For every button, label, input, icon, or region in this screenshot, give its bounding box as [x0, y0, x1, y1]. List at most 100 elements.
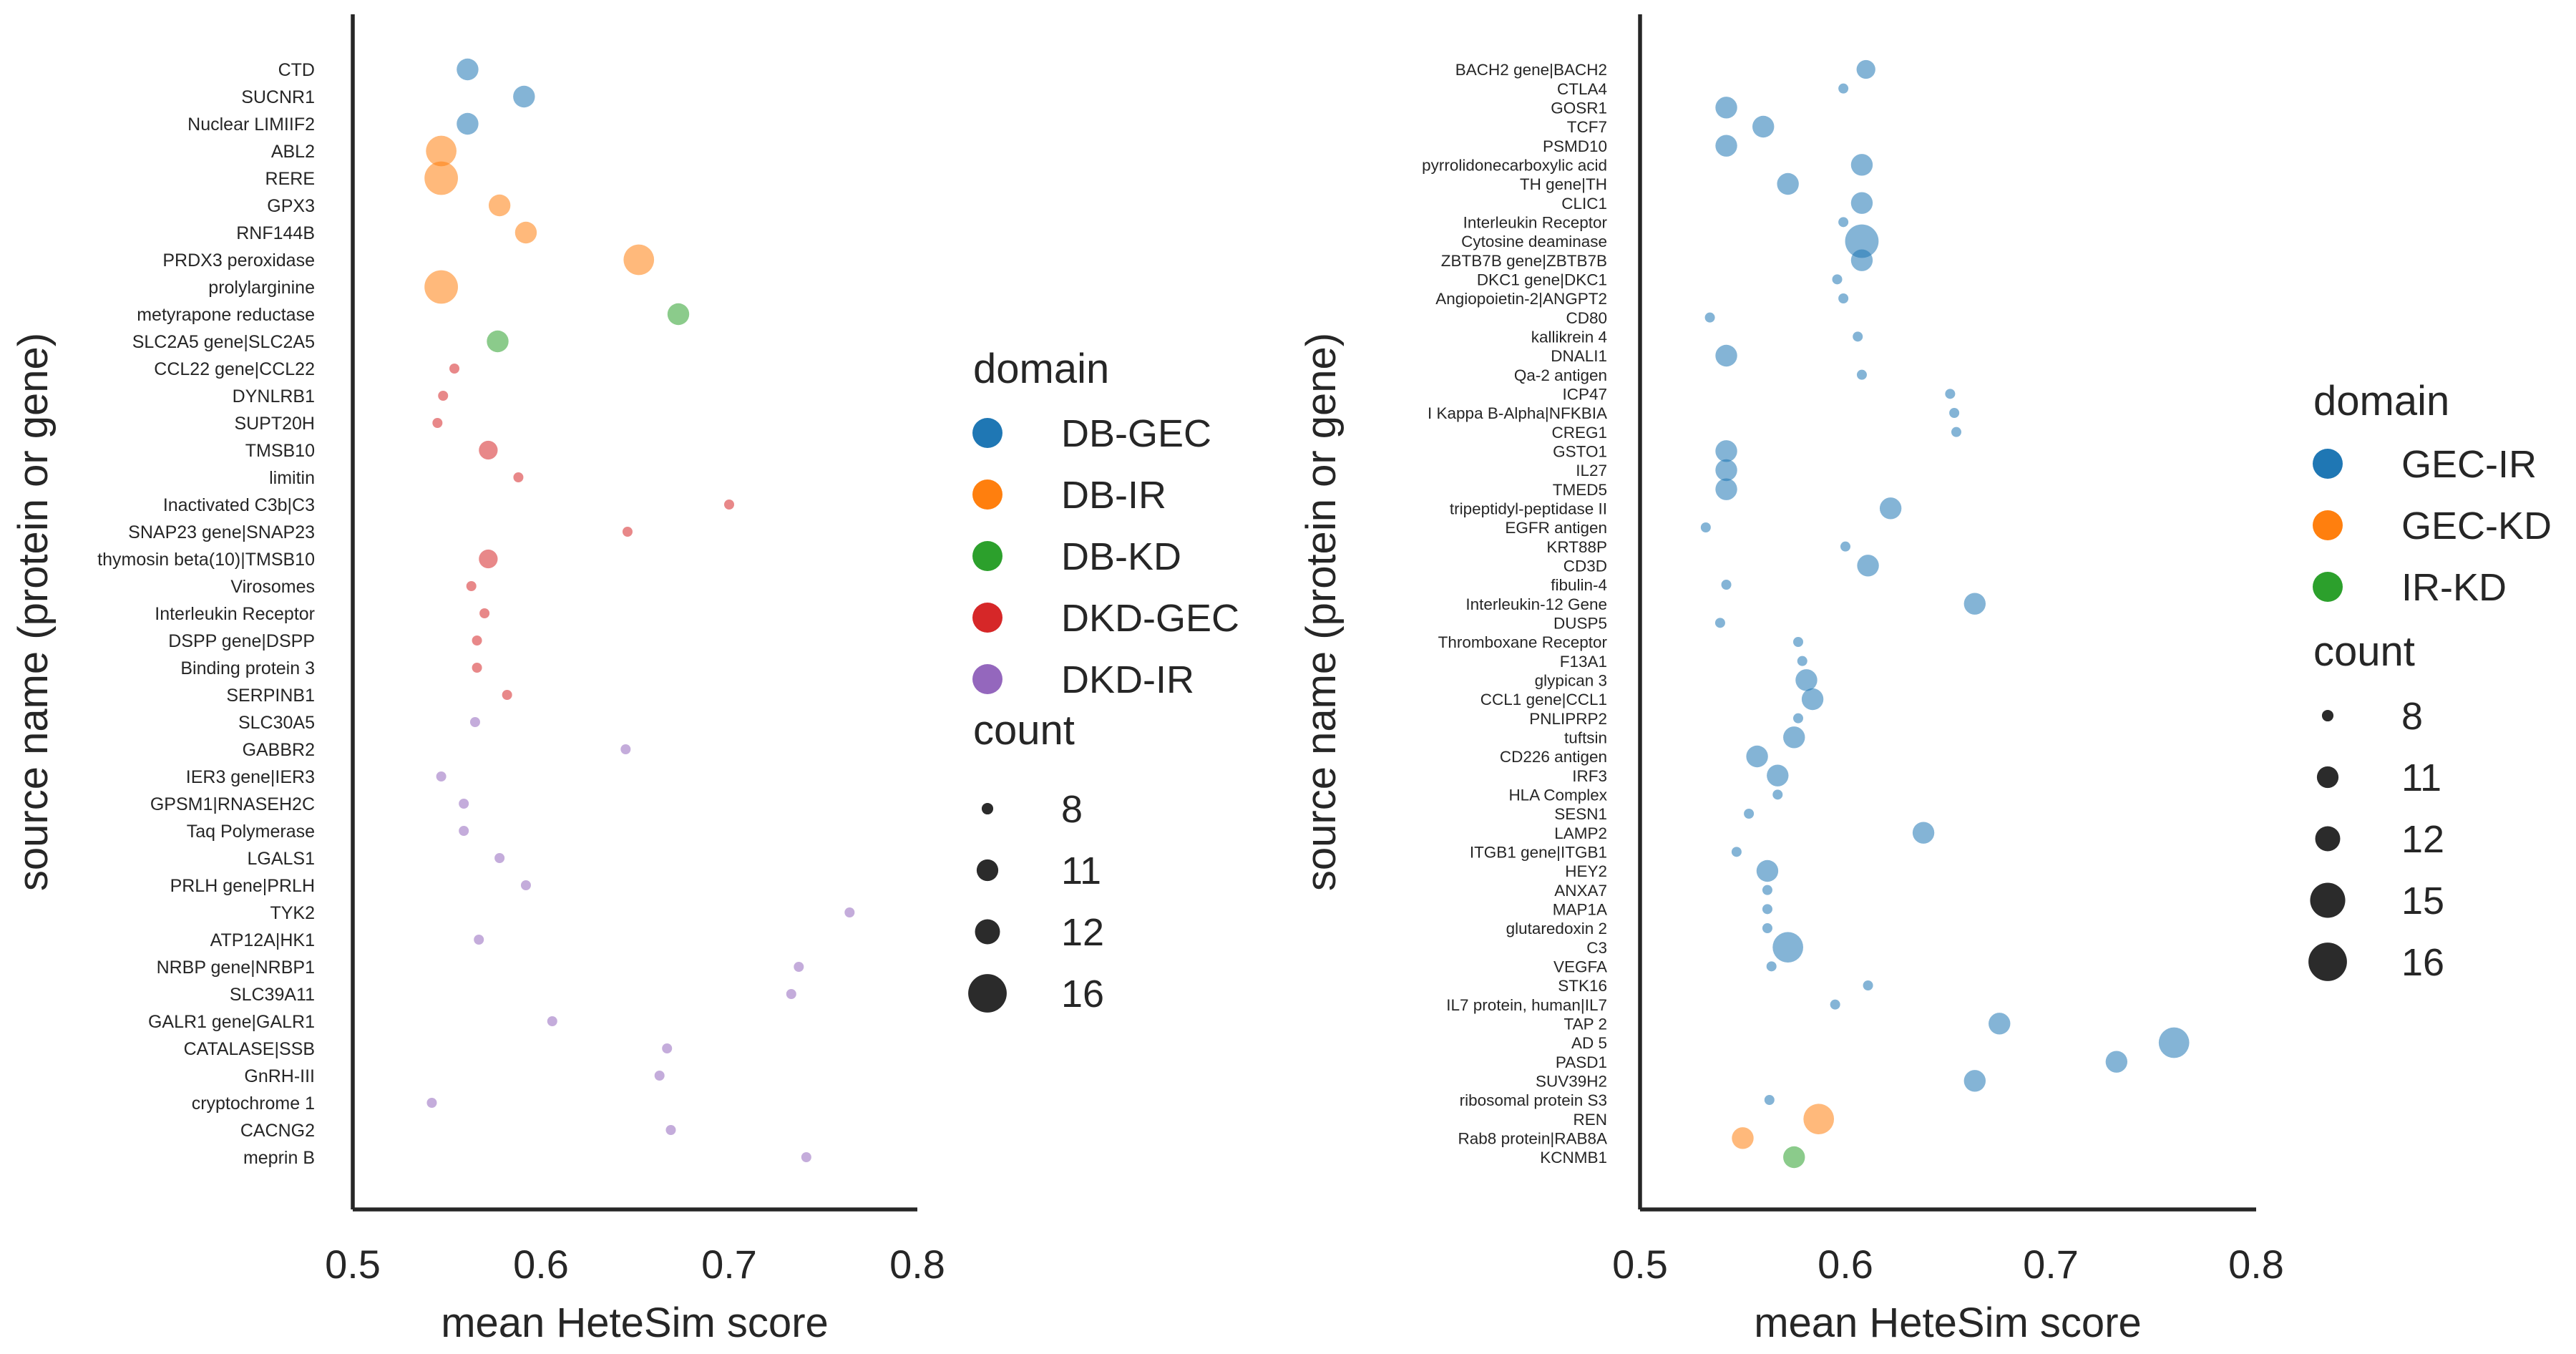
right-point-rab8-protein-rab8a — [1732, 1127, 1754, 1149]
left-legend-size-11 — [976, 859, 999, 882]
right-point-hla-complex — [1772, 789, 1783, 800]
right-y-tick-label: I Kappa B-Alpha|NFKBIA — [1428, 404, 1607, 422]
left-legend-swatch-db-gec — [972, 418, 1002, 448]
right-point-c3 — [1772, 932, 1803, 963]
left-y-tick-label: CCL22 gene|CCL22 — [154, 359, 315, 379]
right-point-icp47 — [1945, 389, 1956, 399]
left-point-cryptochrome-1 — [426, 1098, 437, 1108]
right-point-glutaredoxin-2 — [1762, 923, 1772, 933]
left-point-interleukin-receptor — [479, 608, 490, 618]
right-x-ticks: 0.5 0.6 0.7 0.8 — [1612, 1242, 2284, 1287]
right-y-tick-label: CCL1 gene|CCL1 — [1480, 691, 1607, 708]
right-y-tick-label: IL27 — [1576, 462, 1607, 479]
right-legend-count-label: 16 — [2401, 941, 2444, 984]
right-y-tick-label: VEGFA — [1553, 958, 1607, 975]
right-legend-count-title: count — [2313, 628, 2415, 675]
left-y-tick-label: LGALS1 — [247, 849, 315, 869]
left-y-tick-label: Inactivated C3b|C3 — [163, 495, 315, 515]
right-y-tick-label: PSMD10 — [1543, 137, 1607, 155]
right-y-tick-label: BACH2 gene|BACH2 — [1455, 61, 1607, 79]
right-y-tick-label: glypican 3 — [1535, 671, 1607, 689]
left-y-tick-label: ATP12A|HK1 — [210, 930, 315, 950]
left-y-tick-label: Taq Polymerase — [187, 822, 315, 842]
left-y-tick-label: TYK2 — [270, 903, 315, 923]
left-y-tick-label: CATALASE|SSB — [184, 1039, 315, 1059]
left-y-tick-labels: CTD SUCNR1 Nuclear LIMIIF2 ABL2 RERE GPX3 RNF1… — [97, 60, 315, 1168]
right-point-qa-2-antigen — [1856, 369, 1867, 380]
left-point-tmsb10 — [479, 440, 498, 460]
left-y-tick-label: IER3 gene|IER3 — [186, 767, 315, 787]
right-y-tick-label: TCF7 — [1567, 118, 1607, 136]
right-y-tick-label: Rab8 protein|RAB8A — [1458, 1129, 1607, 1147]
right-legend-swatch-gec-ir — [2313, 449, 2343, 479]
left-legend-count-title: count — [973, 707, 1075, 754]
right-point-sesn1 — [1744, 809, 1755, 819]
right-point-map1a — [1762, 904, 1772, 915]
right-legend-count-label: 15 — [2401, 880, 2444, 922]
left-legend-count-label: 16 — [1061, 973, 1104, 1016]
right-y-tick-label: CD226 antigen — [1500, 748, 1607, 766]
left-legend: domain DB-GEC DB-IR DB-KD DKD-GEC DKD-IR count… — [968, 346, 1239, 1016]
right-legend-size-15 — [2310, 882, 2346, 918]
left-y-tick-label: RNF144B — [236, 223, 315, 243]
left-point-galr1-gene-galr1 — [547, 1016, 557, 1026]
right-point-tuftsin — [1783, 726, 1805, 749]
right-point-psmd10 — [1715, 135, 1737, 157]
right-point-tmed5 — [1715, 478, 1737, 500]
right-point-stk16 — [1863, 980, 1873, 990]
left-x-axis-label: mean HeteSim score — [441, 1300, 829, 1346]
right-legend: domain GEC-IR GEC-KD IR-KD count 8 11 12 15 16 — [2308, 378, 2552, 984]
right-y-tick-label: AD 5 — [1571, 1034, 1607, 1052]
right-legend-size-12 — [2315, 826, 2341, 852]
right-legend-count-label: 12 — [2401, 818, 2444, 861]
right-y-tick-label: tripeptidyl-peptidase II — [1450, 500, 1607, 517]
left-point-sucnr1 — [513, 85, 535, 108]
left-point-limitin — [513, 472, 524, 482]
left-point-slc30a5 — [469, 717, 480, 727]
left-y-tick-label: PRLH gene|PRLH — [170, 876, 315, 896]
left-y-tick-label: SNAP23 gene|SNAP23 — [128, 522, 315, 542]
left-y-tick-label: Virosomes — [230, 577, 315, 597]
right-point-cd80 — [1704, 312, 1715, 323]
right-point-lamp2 — [1912, 822, 1935, 844]
right-point-gosr1 — [1715, 97, 1737, 119]
left-legend-swatch-db-ir — [972, 479, 1002, 510]
left-y-tick-label: DYNLRB1 — [233, 386, 315, 406]
right-y-tick-label: C3 — [1586, 939, 1607, 957]
left-legend-swatch-dkd-ir — [972, 664, 1002, 694]
right-y-axis-label: source name (protein or gene) — [1298, 333, 1345, 891]
right-point-ctla4 — [1838, 83, 1849, 94]
right-y-tick-label: ITGB1 gene|ITGB1 — [1470, 843, 1607, 861]
right-point-dnali1 — [1715, 344, 1737, 367]
left-legend-size-8 — [981, 802, 994, 815]
right-point-zbtb7b-gene-zbtb7b — [1850, 249, 1873, 271]
left-x-tick-label: 0.7 — [701, 1242, 757, 1287]
left-y-tick-label: CACNG2 — [240, 1121, 315, 1141]
right-point-interleukin-12-gene — [1963, 593, 1986, 615]
left-point-rnf144b — [514, 221, 537, 244]
right-y-tick-label: CREG1 — [1551, 424, 1607, 442]
right-legend-domain-title: domain — [2313, 378, 2449, 424]
right-point-tcf7 — [1752, 115, 1775, 138]
right-point-dusp5 — [1714, 618, 1725, 628]
left-point-meprin-b — [801, 1152, 811, 1162]
right-y-tick-label: Qa-2 antigen — [1514, 366, 1607, 384]
right-x-tick-label: 0.7 — [2023, 1242, 2079, 1287]
right-y-tick-label: pyrrolidonecarboxylic acid — [1422, 156, 1607, 174]
right-y-tick-label: EGFR antigen — [1505, 519, 1607, 537]
right-y-tick-label: STK16 — [1558, 977, 1607, 995]
right-point-th-gene-th — [1777, 172, 1799, 195]
left-y-tick-label: ABL2 — [271, 142, 315, 162]
right-point-pasd1 — [2105, 1051, 2128, 1073]
left-point-ccl22-gene-ccl22 — [449, 364, 460, 374]
right-y-tick-label: ribosomal protein S3 — [1460, 1091, 1607, 1109]
right-y-tick-label: IL7 protein, human|IL7 — [1446, 996, 1607, 1014]
right-y-tick-label: PNLIPRP2 — [1529, 710, 1607, 728]
right-y-tick-label: DKC1 gene|DKC1 — [1477, 271, 1607, 288]
right-point-fibulin-4 — [1721, 580, 1732, 590]
right-y-tick-label: IRF3 — [1572, 767, 1607, 785]
right-point-dkc1-gene-dkc1 — [1832, 274, 1843, 285]
right-x-tick-label: 0.6 — [1818, 1242, 1873, 1287]
right-point-itgb1-gene-itgb1 — [1731, 847, 1742, 857]
left-y-tick-label: DSPP gene|DSPP — [168, 631, 315, 651]
